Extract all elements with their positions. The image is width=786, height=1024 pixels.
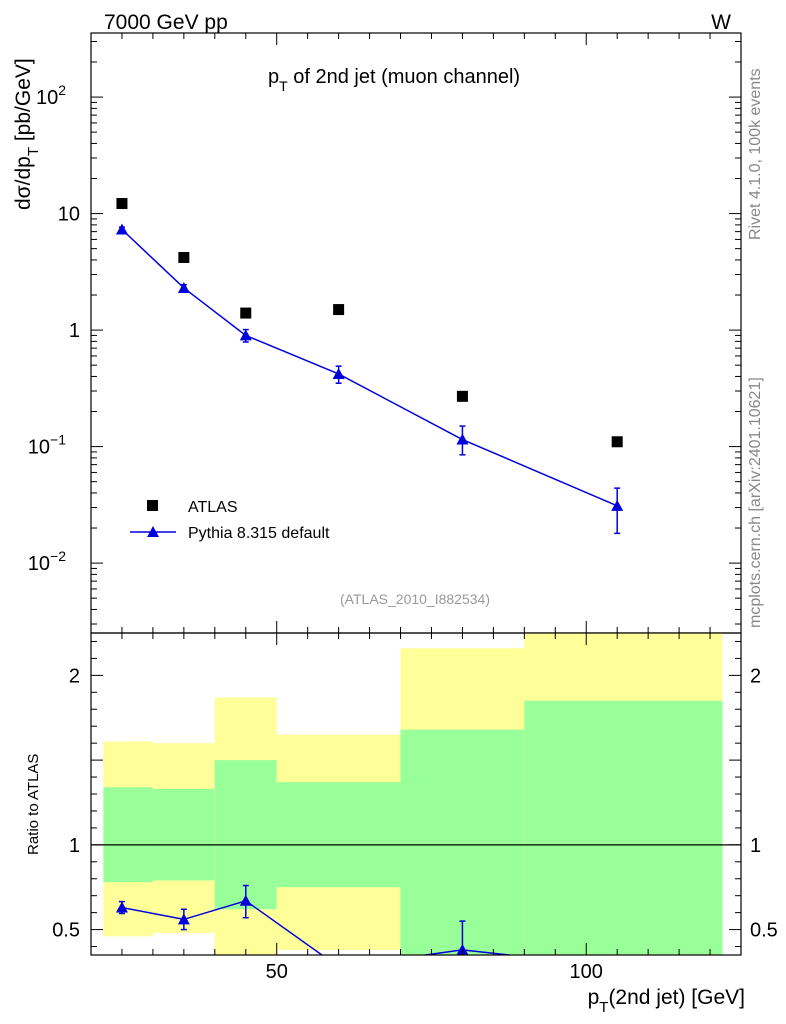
ratio-ytick-label-left: 1 [69,835,80,857]
ratio-band-inner [214,760,277,910]
atlas-point [611,436,623,448]
atlas-point [333,304,345,316]
legend-pythia-marker [147,526,159,537]
ratio-xlabel-rest: (2nd jet) [GeV] [608,986,745,1009]
ratio-band-inner [103,787,153,883]
ratio-pythia-point [115,901,128,913]
main-title-p: p [268,66,279,88]
ratio-pythia-point [239,894,252,906]
ratio-xlabel-sub: T [599,999,608,1016]
ratio-xlabel: pT(2nd jet) [GeV] [588,986,745,1016]
ratio-ytick-label-left: 2 [69,665,80,687]
header-energy-label: 7000 GeV pp [104,11,228,34]
ratio-xtick-label: 50 [266,961,288,983]
main-ylabel-sub: T [25,147,42,156]
main-title-sub: T [279,78,288,94]
header-process-label: W [711,11,731,34]
main-ytick-label: 102 [36,82,66,109]
ratio-ylabel: Ratio to ATLAS [25,754,42,855]
legend-atlas-label: ATLAS [188,499,238,516]
pythia-point [611,499,624,511]
main-ytick-label: 1 [69,320,80,342]
atlas-point [240,307,252,319]
main-title-rest: of 2nd jet (muon channel) [288,66,520,88]
legend-pythia-label: Pythia 8.315 default [188,525,330,542]
ratio-pythia-point [177,913,190,925]
side-label-mcplots: mcplots.cern.ch [arXiv:2401.10621] [747,377,764,628]
ratio-ytick-label-right: 1 [750,835,761,857]
pythia-point [332,367,345,379]
ratio-band-inner [152,788,215,881]
main-plot: 10−2 10−1 1 10 102 [28,32,742,634]
ratio-plot: 0.5 0.5 1 1 2 2 50 100 [52,632,778,983]
ratio-xtick-label: 100 [570,961,603,983]
ratio-ytick-label-right: 2 [750,665,761,687]
ratio-pythia-line [121,899,516,955]
main-ylabel-a: dσ/dp [12,156,35,210]
main-ytick-label: 10 [58,204,80,226]
pythia-point [456,433,469,445]
main-ytick-label: 10−1 [28,432,66,459]
ratio-pythia-point [611,961,623,972]
legend-atlas-marker [147,500,158,511]
side-label-rivet: Rivet 4.1.0, 100k events [747,68,764,240]
pythia-point [239,329,252,341]
atlas-point [178,251,190,263]
ratio-band-inner [276,782,401,888]
pythia-point [177,281,190,293]
ratio-band-inner [524,700,723,955]
main-ylabel: dσ/dpT [pb/GeV] [12,58,42,210]
atlas-point [116,198,128,210]
ratio-ytick-label-left: 0.5 [52,920,80,942]
main-frame [90,32,742,634]
analysis-id: (ATLAS_2010_I882534) [340,591,490,607]
ratio-band-inner [400,729,525,955]
ratio-series-group [115,884,623,972]
pythia-point [115,223,128,235]
main-ytick-label: 10−2 [28,548,66,575]
main-title: pT of 2nd jet (muon channel) [268,66,520,94]
pythia-line [121,228,618,507]
ratio-ytick-label-right: 0.5 [750,920,778,942]
ratio-pythia-point [333,961,345,972]
atlas-point [456,390,468,402]
ratio-xlabel-p: p [588,986,600,1009]
main-ylabel-b: [pb/GeV] [12,58,35,147]
